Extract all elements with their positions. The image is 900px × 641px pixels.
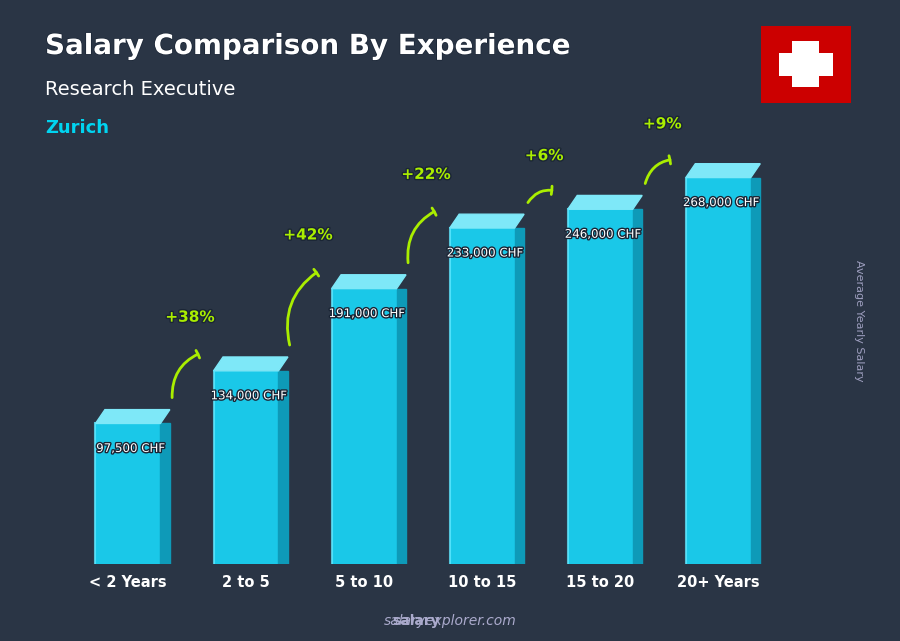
Polygon shape xyxy=(95,410,170,424)
Text: +6%: +6% xyxy=(525,148,563,163)
Polygon shape xyxy=(331,275,406,288)
Bar xyxy=(778,53,832,76)
Text: 134,000 CHF: 134,000 CHF xyxy=(211,389,286,403)
Text: +42%: +42% xyxy=(284,228,333,242)
Text: 246,000 CHF: 246,000 CHF xyxy=(565,228,641,241)
Polygon shape xyxy=(515,228,524,564)
Bar xyxy=(568,209,633,564)
Bar xyxy=(213,370,278,564)
Bar xyxy=(450,228,515,564)
Text: Research Executive: Research Executive xyxy=(45,80,236,99)
Text: Zurich: Zurich xyxy=(45,119,109,137)
Polygon shape xyxy=(450,214,524,228)
Text: +22%: +22% xyxy=(401,167,451,182)
Polygon shape xyxy=(751,178,760,564)
Polygon shape xyxy=(397,288,406,564)
Text: 191,000 CHF: 191,000 CHF xyxy=(328,307,404,320)
Polygon shape xyxy=(278,370,288,564)
Text: Salary Comparison By Experience: Salary Comparison By Experience xyxy=(45,32,571,60)
Polygon shape xyxy=(213,357,288,370)
Text: Average Yearly Salary: Average Yearly Salary xyxy=(854,260,865,381)
Text: +9%: +9% xyxy=(643,117,681,131)
Text: 97,500 CHF: 97,500 CHF xyxy=(96,442,165,455)
Bar xyxy=(331,288,397,564)
Polygon shape xyxy=(160,424,170,564)
Bar xyxy=(95,424,160,564)
Bar xyxy=(792,41,819,87)
Text: 268,000 CHF: 268,000 CHF xyxy=(683,196,759,209)
Text: salary: salary xyxy=(392,614,440,628)
Text: salaryexplorer.com: salaryexplorer.com xyxy=(383,614,517,628)
Text: 233,000 CHF: 233,000 CHF xyxy=(446,247,522,260)
Polygon shape xyxy=(686,163,760,178)
Bar xyxy=(686,178,751,564)
Text: +38%: +38% xyxy=(166,310,214,325)
Polygon shape xyxy=(633,209,643,564)
Polygon shape xyxy=(568,196,643,209)
